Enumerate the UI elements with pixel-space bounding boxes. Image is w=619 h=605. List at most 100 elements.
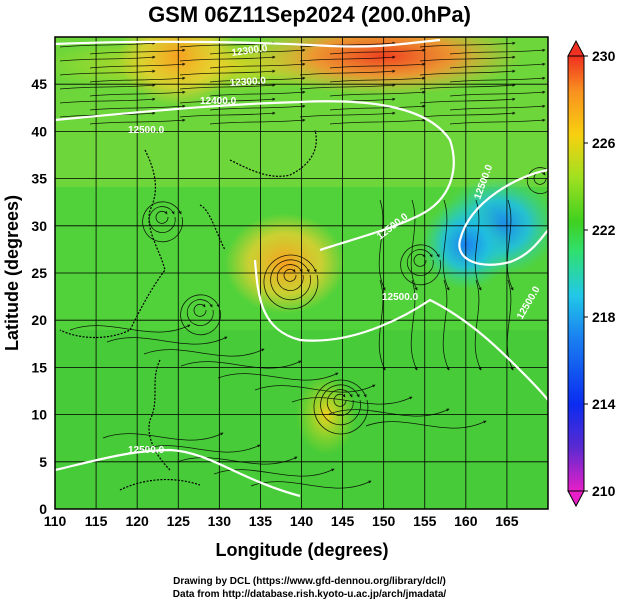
streamline <box>400 244 441 286</box>
contour-label: 12300.0 <box>231 43 269 59</box>
y-tick-label: 15 <box>31 359 47 375</box>
streamline <box>378 199 386 291</box>
streamline <box>329 62 426 69</box>
streamline <box>313 379 369 435</box>
field-patch <box>225 213 346 314</box>
streamline <box>89 118 186 125</box>
contour-12500-sw <box>55 448 301 498</box>
streamline <box>526 167 548 194</box>
streamline <box>106 336 228 345</box>
streamline <box>378 279 386 371</box>
streamline <box>299 69 396 76</box>
streamline <box>89 62 186 69</box>
streamline <box>449 62 546 69</box>
contour-12400 <box>55 100 455 252</box>
streamline <box>213 468 335 477</box>
y-tick-label: 10 <box>31 407 47 423</box>
x-tick-label: 160 <box>454 513 478 529</box>
contour-12500-east <box>458 168 548 266</box>
streamline <box>291 396 413 405</box>
contour-12500-south <box>253 259 548 401</box>
streamline <box>406 249 434 276</box>
x-tick-label: 155 <box>413 513 437 529</box>
colorbar-body <box>567 55 585 492</box>
streamline <box>89 76 186 83</box>
x-tick-label: 135 <box>249 513 273 529</box>
contour-label: 12400.0 <box>200 96 237 107</box>
contour-12300-north <box>55 38 441 48</box>
credit-data: Data from http://database.rish.kyoto-u.a… <box>172 589 447 600</box>
x-tick-label: 115 <box>85 513 108 529</box>
streamline <box>143 348 265 357</box>
streamline <box>299 83 396 90</box>
streamline <box>299 41 396 48</box>
streamline <box>270 259 311 301</box>
colorbar-min-triangle <box>567 490 585 508</box>
y-tick-label: 25 <box>31 265 47 281</box>
streamline <box>474 279 482 371</box>
x-tick-label: 110 <box>44 513 67 529</box>
x-tick-label: 130 <box>208 513 232 529</box>
streamline <box>449 48 546 55</box>
streamline <box>326 389 354 416</box>
chart-title: GSM 06Z11Sep2024 (200.0hPa) <box>148 2 471 27</box>
streamline <box>442 199 450 291</box>
colorbar: 210 214 218 222 226 230 <box>567 39 616 508</box>
x-tick-label: 150 <box>372 513 396 529</box>
streamline <box>250 480 372 489</box>
contour-label: 12500.0 <box>128 445 165 456</box>
colorbar-tick-label: 222 <box>592 222 616 238</box>
colorbar-tick-label: 214 <box>592 396 616 412</box>
streamline <box>148 206 176 233</box>
coastlines <box>59 129 317 491</box>
y-tick-label: 0 <box>39 501 47 517</box>
y-axis-label: Latitude (degrees) <box>2 195 22 351</box>
streamline <box>179 69 276 76</box>
y-tick-label: 35 <box>31 171 47 187</box>
y-tick-label: 5 <box>39 454 47 470</box>
streamline <box>533 171 547 185</box>
x-tick-label: 120 <box>125 513 149 529</box>
colorbar-tick-label: 230 <box>592 48 616 64</box>
streamline <box>329 90 426 97</box>
contour-label: 12500.0 <box>382 292 419 303</box>
contour-label: 12500.0 <box>128 125 165 136</box>
streamline <box>320 384 361 426</box>
streamline <box>59 97 156 104</box>
x-axis-label: Longitude (degrees) <box>215 540 388 560</box>
streamline <box>263 254 319 310</box>
colorbar-max-triangle <box>567 39 585 57</box>
streamline <box>254 384 376 393</box>
streamline <box>299 55 396 62</box>
streamline <box>299 111 396 118</box>
streamline <box>102 432 224 441</box>
streamline <box>179 97 276 104</box>
streamline <box>179 111 276 118</box>
x-tick-label: 125 <box>167 513 191 529</box>
streamline <box>179 55 276 62</box>
streamline <box>449 90 546 97</box>
streamline <box>180 360 302 369</box>
streamline <box>506 199 514 291</box>
y-tick-label: 30 <box>31 218 47 234</box>
colorbar-tick-label: 210 <box>592 483 616 499</box>
streamline <box>329 76 426 83</box>
plot-area <box>55 37 548 509</box>
streamline <box>89 48 186 55</box>
streamline <box>180 294 221 336</box>
streamline <box>449 76 546 83</box>
streamline <box>283 268 297 282</box>
streamline <box>449 104 546 111</box>
colorbar-tick-label: 226 <box>592 135 616 151</box>
y-tick-label: 20 <box>31 312 47 328</box>
streamline <box>276 264 304 291</box>
streamline <box>333 393 347 407</box>
streamline <box>59 41 156 48</box>
streamline <box>329 104 426 111</box>
streamline <box>155 210 169 224</box>
contour-label: 12300.0 <box>229 75 266 89</box>
streamline <box>410 199 418 291</box>
streamline <box>179 83 276 90</box>
streamline <box>59 69 156 76</box>
